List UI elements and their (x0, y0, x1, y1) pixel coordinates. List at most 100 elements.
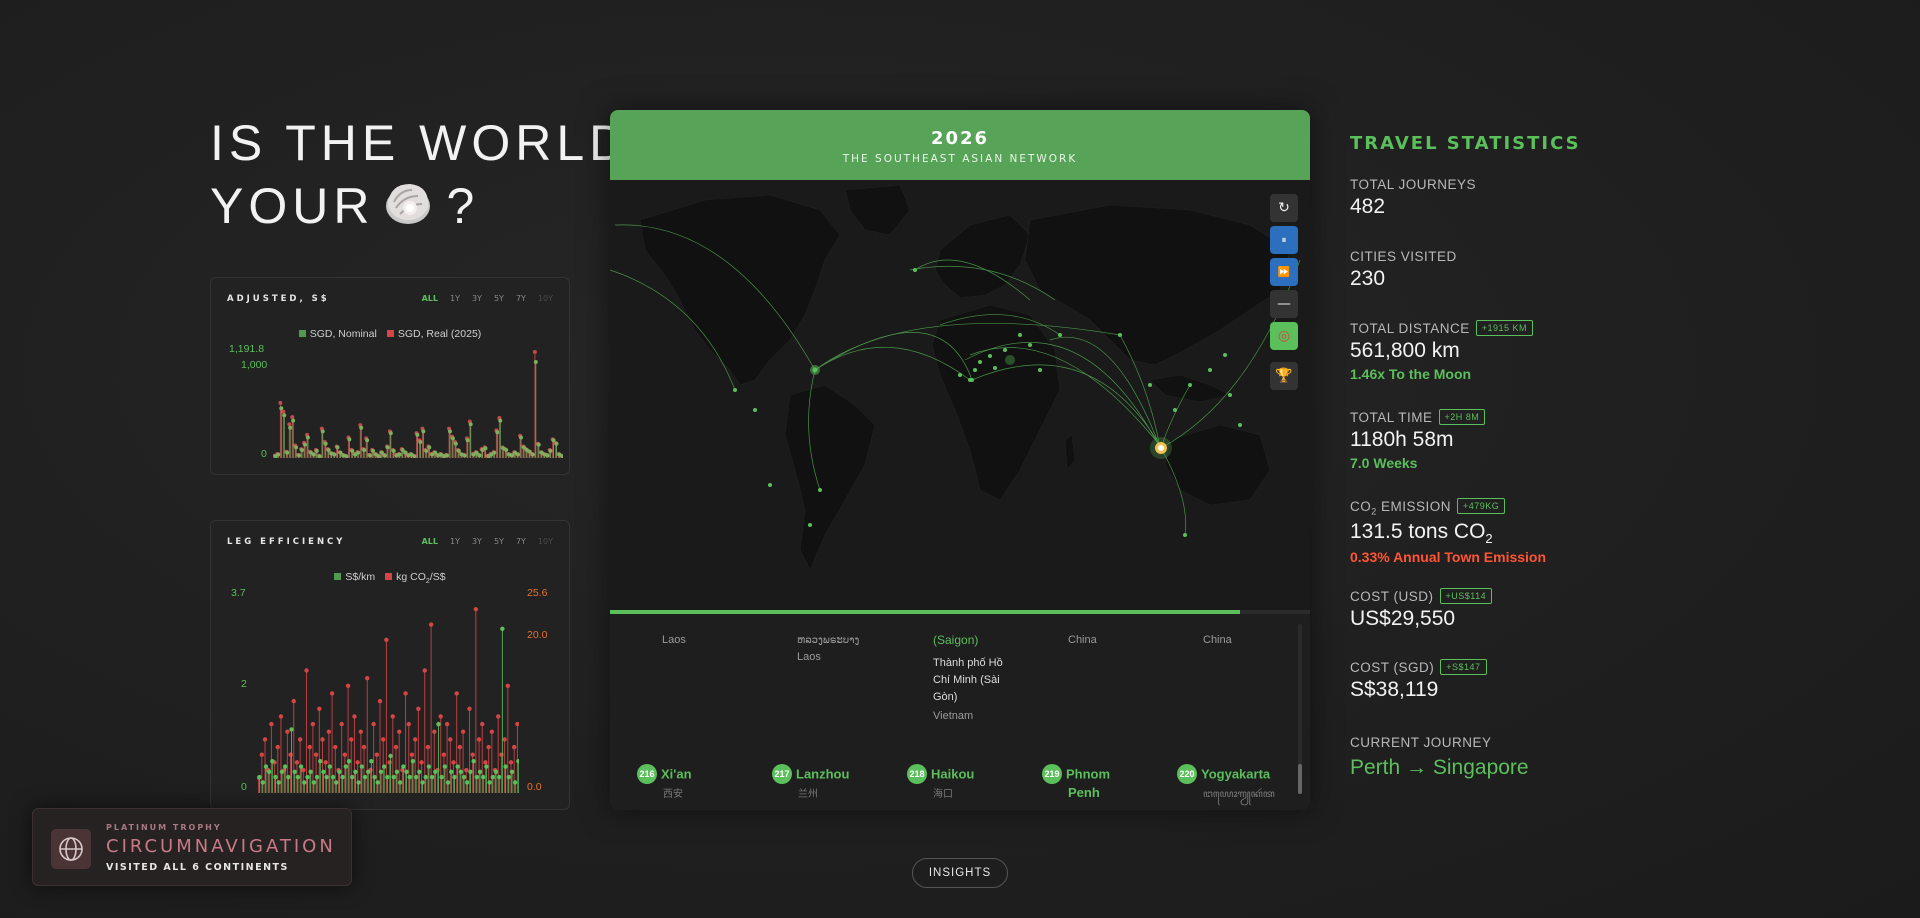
sgd-per-km-bar-point (298, 764, 304, 769)
target-icon[interactable]: ◎ (1270, 322, 1298, 350)
co2-per-sgd-bar-point (307, 744, 312, 750)
cost-tab-5y[interactable]: 5Y (493, 294, 504, 303)
cost-tab-1y[interactable]: 1Y (449, 294, 460, 303)
sgd-nominal-bar-point (518, 435, 523, 440)
trophy-toast[interactable]: PLATINUM TROPHY CIRCUMNAVIGATION VISITED… (32, 808, 352, 886)
co2-per-sgd-bar-point (486, 744, 491, 750)
sgd-nominal-bar-point (439, 452, 444, 457)
cost-tab-all[interactable]: ALL (421, 294, 438, 303)
co2-per-sgd-bar-point (339, 721, 344, 727)
sgd-nominal-bar-point (433, 450, 438, 455)
sgd-real-bar-point (278, 400, 283, 405)
timeline-item-219[interactable]: 219 Phnom Penh (1042, 764, 1110, 801)
africa (931, 304, 1061, 501)
eff-tab-5y[interactable]: 5Y (493, 537, 504, 546)
sgd-nominal-bar-point (453, 441, 458, 446)
sgd-per-km-bar-point (334, 780, 339, 785)
sgd-per-km-bar-point (455, 764, 460, 769)
sgd-per-km-bar-point (302, 780, 307, 785)
world-map[interactable] (610, 180, 1310, 610)
sgd-nominal-bar-point (504, 447, 509, 452)
line-toggle-icon[interactable]: — (1270, 290, 1298, 318)
sgd-per-km-bar-point (388, 753, 393, 759)
restart-icon[interactable]: ↻ (1270, 194, 1298, 222)
co2-per-sgd-bar-point (323, 760, 328, 765)
sgd-nominal-bar-point (421, 429, 426, 434)
cost-chart-plot (273, 350, 563, 458)
sgd-nominal-bar-point (521, 445, 526, 450)
hero-title: IS THE WORLD YOUR ? (210, 112, 630, 243)
sgd-real-bar-point (532, 350, 537, 354)
sgd-nominal-bar-point (356, 450, 361, 455)
cost-chart-card: ADJUSTED, S$ ALL 1Y 3Y 5Y 7Y 10Y SGD, No… (210, 277, 570, 475)
legend-item-nominal[interactable]: SGD, Nominal (298, 328, 377, 340)
eff-tab-all[interactable]: ALL (421, 537, 438, 546)
sgd-nominal-bar-point (445, 453, 449, 458)
sgd-per-km-bar-point (397, 780, 403, 785)
sgd-per-km-bar-point (263, 764, 269, 769)
sgd-per-km-bar-point (305, 774, 310, 780)
timeline-prev-2: ຫລວງພຣະບາງ Laos (797, 635, 860, 663)
co2-per-sgd-bar-point (365, 675, 370, 681)
sgd-per-km-bar-point (439, 774, 444, 780)
sgd-nominal-bar-point (323, 441, 328, 446)
sgd-nominal-bar-point (486, 454, 491, 458)
sgd-per-km-bar-point (266, 769, 272, 775)
timeline-item-218[interactable]: 218 Haikou 海口 (907, 764, 974, 803)
co2-per-sgd-bar-point (310, 721, 316, 727)
legend-item-real[interactable]: SGD, Real (2025) (386, 328, 481, 340)
eff-tab-3y[interactable]: 3Y (471, 537, 482, 546)
sgd-per-km-bar-point (270, 759, 275, 764)
sgd-per-km-bar-point (487, 780, 492, 785)
sgd-nominal-bar-point (311, 452, 316, 457)
sgd-per-km-bar-point (481, 774, 486, 780)
australia (1164, 424, 1271, 506)
sgd-nominal-bar-point (353, 452, 358, 457)
efficiency-range-tabs: ALL 1Y 3Y 5Y 7Y 10Y (422, 537, 553, 546)
co2-per-sgd-bar-point (390, 714, 395, 719)
co2-per-sgd-bar-point (483, 760, 488, 765)
legend-item-co2-per-sgd[interactable]: kg CO2/S$ (385, 571, 446, 585)
trophy-icon[interactable]: 🏆 (1270, 362, 1298, 390)
timeline-item-220[interactable]: 220 Yogyakarta ꦔꦪꦺꦴꦒꦾꦏꦂꦠ (1177, 764, 1275, 803)
sgd-nominal-bar-point (516, 452, 521, 457)
sgd-nominal-bar-point (533, 359, 538, 364)
route-nodes (733, 268, 1242, 537)
journey-timeline[interactable]: Laos ຫລວງພຣະບາງ Laos (Saigon) Thành phố … (610, 614, 1310, 810)
sgd-per-km-bar-point (477, 769, 483, 775)
cost-tab-3y[interactable]: 3Y (471, 294, 482, 303)
timeline-item-216[interactable]: 216 Xi'an 西安 (637, 764, 692, 803)
co2-per-sgd-bar-point (428, 622, 434, 627)
timeline-scrollbar[interactable] (1298, 624, 1302, 794)
co2-per-sgd-bar-point (480, 721, 485, 727)
pause-icon[interactable]: ⏸ (1270, 226, 1298, 254)
sgd-per-km-bar-point (420, 780, 425, 785)
sgd-per-km-bar-point (426, 764, 432, 769)
sgd-per-km-bar-point (257, 774, 262, 780)
cost-tab-7y[interactable]: 7Y (515, 294, 526, 303)
eff-tab-7y[interactable]: 7Y (515, 537, 526, 546)
eff-tab-1y[interactable]: 1Y (449, 537, 460, 546)
sgd-real-bar-point (281, 409, 286, 414)
sgd-nominal-bar-point (501, 446, 506, 451)
fast-forward-icon[interactable]: ⏩ (1270, 258, 1298, 286)
oyster-icon (380, 176, 436, 243)
legend-item-sgd-per-km[interactable]: S$/km (334, 571, 375, 585)
trophy-kicker: PLATINUM TROPHY (106, 823, 222, 832)
timeline-item-217[interactable]: 217 Lanzhou 兰州 (772, 764, 849, 803)
co2-per-sgd-bar-point (470, 752, 475, 757)
co2-per-sgd-bar-point (355, 760, 360, 765)
cost-y-0: 0 (261, 448, 267, 460)
sgd-per-km-bar-point (474, 774, 480, 780)
sgd-per-km-bar-point (394, 769, 400, 775)
sgd-nominal-bar-point (338, 450, 343, 455)
eff-right-mid: 20.0 (527, 629, 548, 641)
cost-legend: SGD, Nominal SGD, Real (2025) (211, 328, 569, 340)
stat-time: TOTAL TIME +2H 8M 1180h 58m 7.0 Weeks (1350, 409, 1486, 471)
playback-progress[interactable] (610, 610, 1310, 614)
sgd-per-km-bar-point (413, 774, 419, 780)
sgd-nominal-bar-point (447, 429, 452, 434)
co2-delta-badge: +479KG (1457, 498, 1506, 514)
insights-button[interactable]: INSIGHTS (912, 858, 1008, 888)
sgd-per-km-bar-point (509, 769, 515, 775)
